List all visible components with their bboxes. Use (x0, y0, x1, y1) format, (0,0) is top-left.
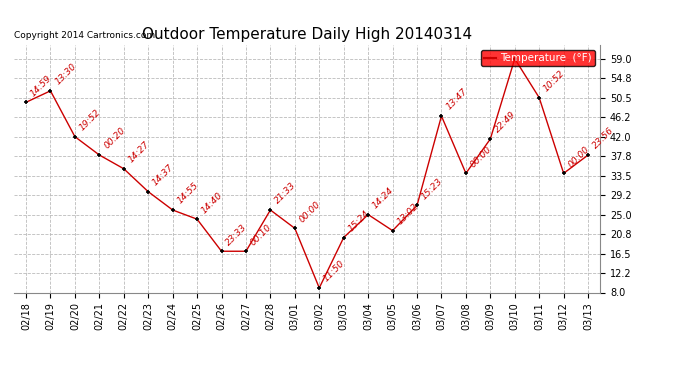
Point (314, 285, 325, 291)
Text: 00:10: 00:10 (248, 222, 273, 247)
Point (70, 134, 81, 140)
Text: 13:30: 13:30 (53, 62, 78, 87)
Text: 23:33: 23:33 (224, 222, 249, 247)
Point (338, 234, 349, 240)
Text: 00:00: 00:00 (469, 144, 493, 169)
Text: 13:02: 13:02 (395, 202, 420, 226)
Point (143, 189, 154, 195)
Point (118, 166, 129, 172)
Point (411, 202, 422, 208)
Text: 14:37: 14:37 (151, 163, 176, 188)
Point (558, 170, 569, 176)
Point (582, 152, 593, 158)
Point (21, 99, 32, 105)
Point (167, 207, 178, 213)
Point (436, 113, 447, 119)
Text: Copyright 2014 Cartronics.com: Copyright 2014 Cartronics.com (14, 31, 155, 40)
Text: 00:00: 00:00 (297, 200, 322, 224)
Point (387, 228, 398, 234)
Text: 14:55: 14:55 (175, 181, 200, 206)
Text: 10:52: 10:52 (542, 69, 566, 93)
Point (485, 136, 496, 142)
Text: 14:59: 14:59 (29, 74, 54, 98)
Point (363, 211, 374, 217)
Text: 15:23: 15:23 (420, 177, 444, 201)
Text: 13:47: 13:47 (444, 87, 469, 112)
Title: Outdoor Temperature Daily High 20140314: Outdoor Temperature Daily High 20140314 (142, 27, 472, 42)
Text: 14:40: 14:40 (200, 190, 225, 215)
Text: 00:00: 00:00 (566, 144, 591, 169)
Text: 21:33: 21:33 (273, 181, 298, 206)
Text: 15:24: 15:24 (346, 209, 371, 233)
Point (533, 95, 544, 101)
Text: 19:52: 19:52 (78, 108, 102, 132)
Point (192, 216, 203, 222)
Text: 14:24: 14:24 (371, 186, 395, 210)
Text: 22:49: 22:49 (493, 110, 518, 135)
Point (289, 225, 300, 231)
Point (460, 170, 471, 176)
Point (509, 56, 520, 62)
Text: 11:50: 11:50 (322, 259, 347, 284)
Point (216, 248, 227, 254)
Text: 23:56: 23:56 (591, 126, 615, 151)
Point (240, 248, 251, 254)
Text: 14:27: 14:27 (126, 140, 151, 165)
Point (94, 152, 105, 158)
Point (45, 88, 56, 94)
Legend: Temperature  (°F): Temperature (°F) (480, 50, 595, 66)
Text: 00:20: 00:20 (102, 126, 127, 151)
Point (265, 207, 276, 213)
